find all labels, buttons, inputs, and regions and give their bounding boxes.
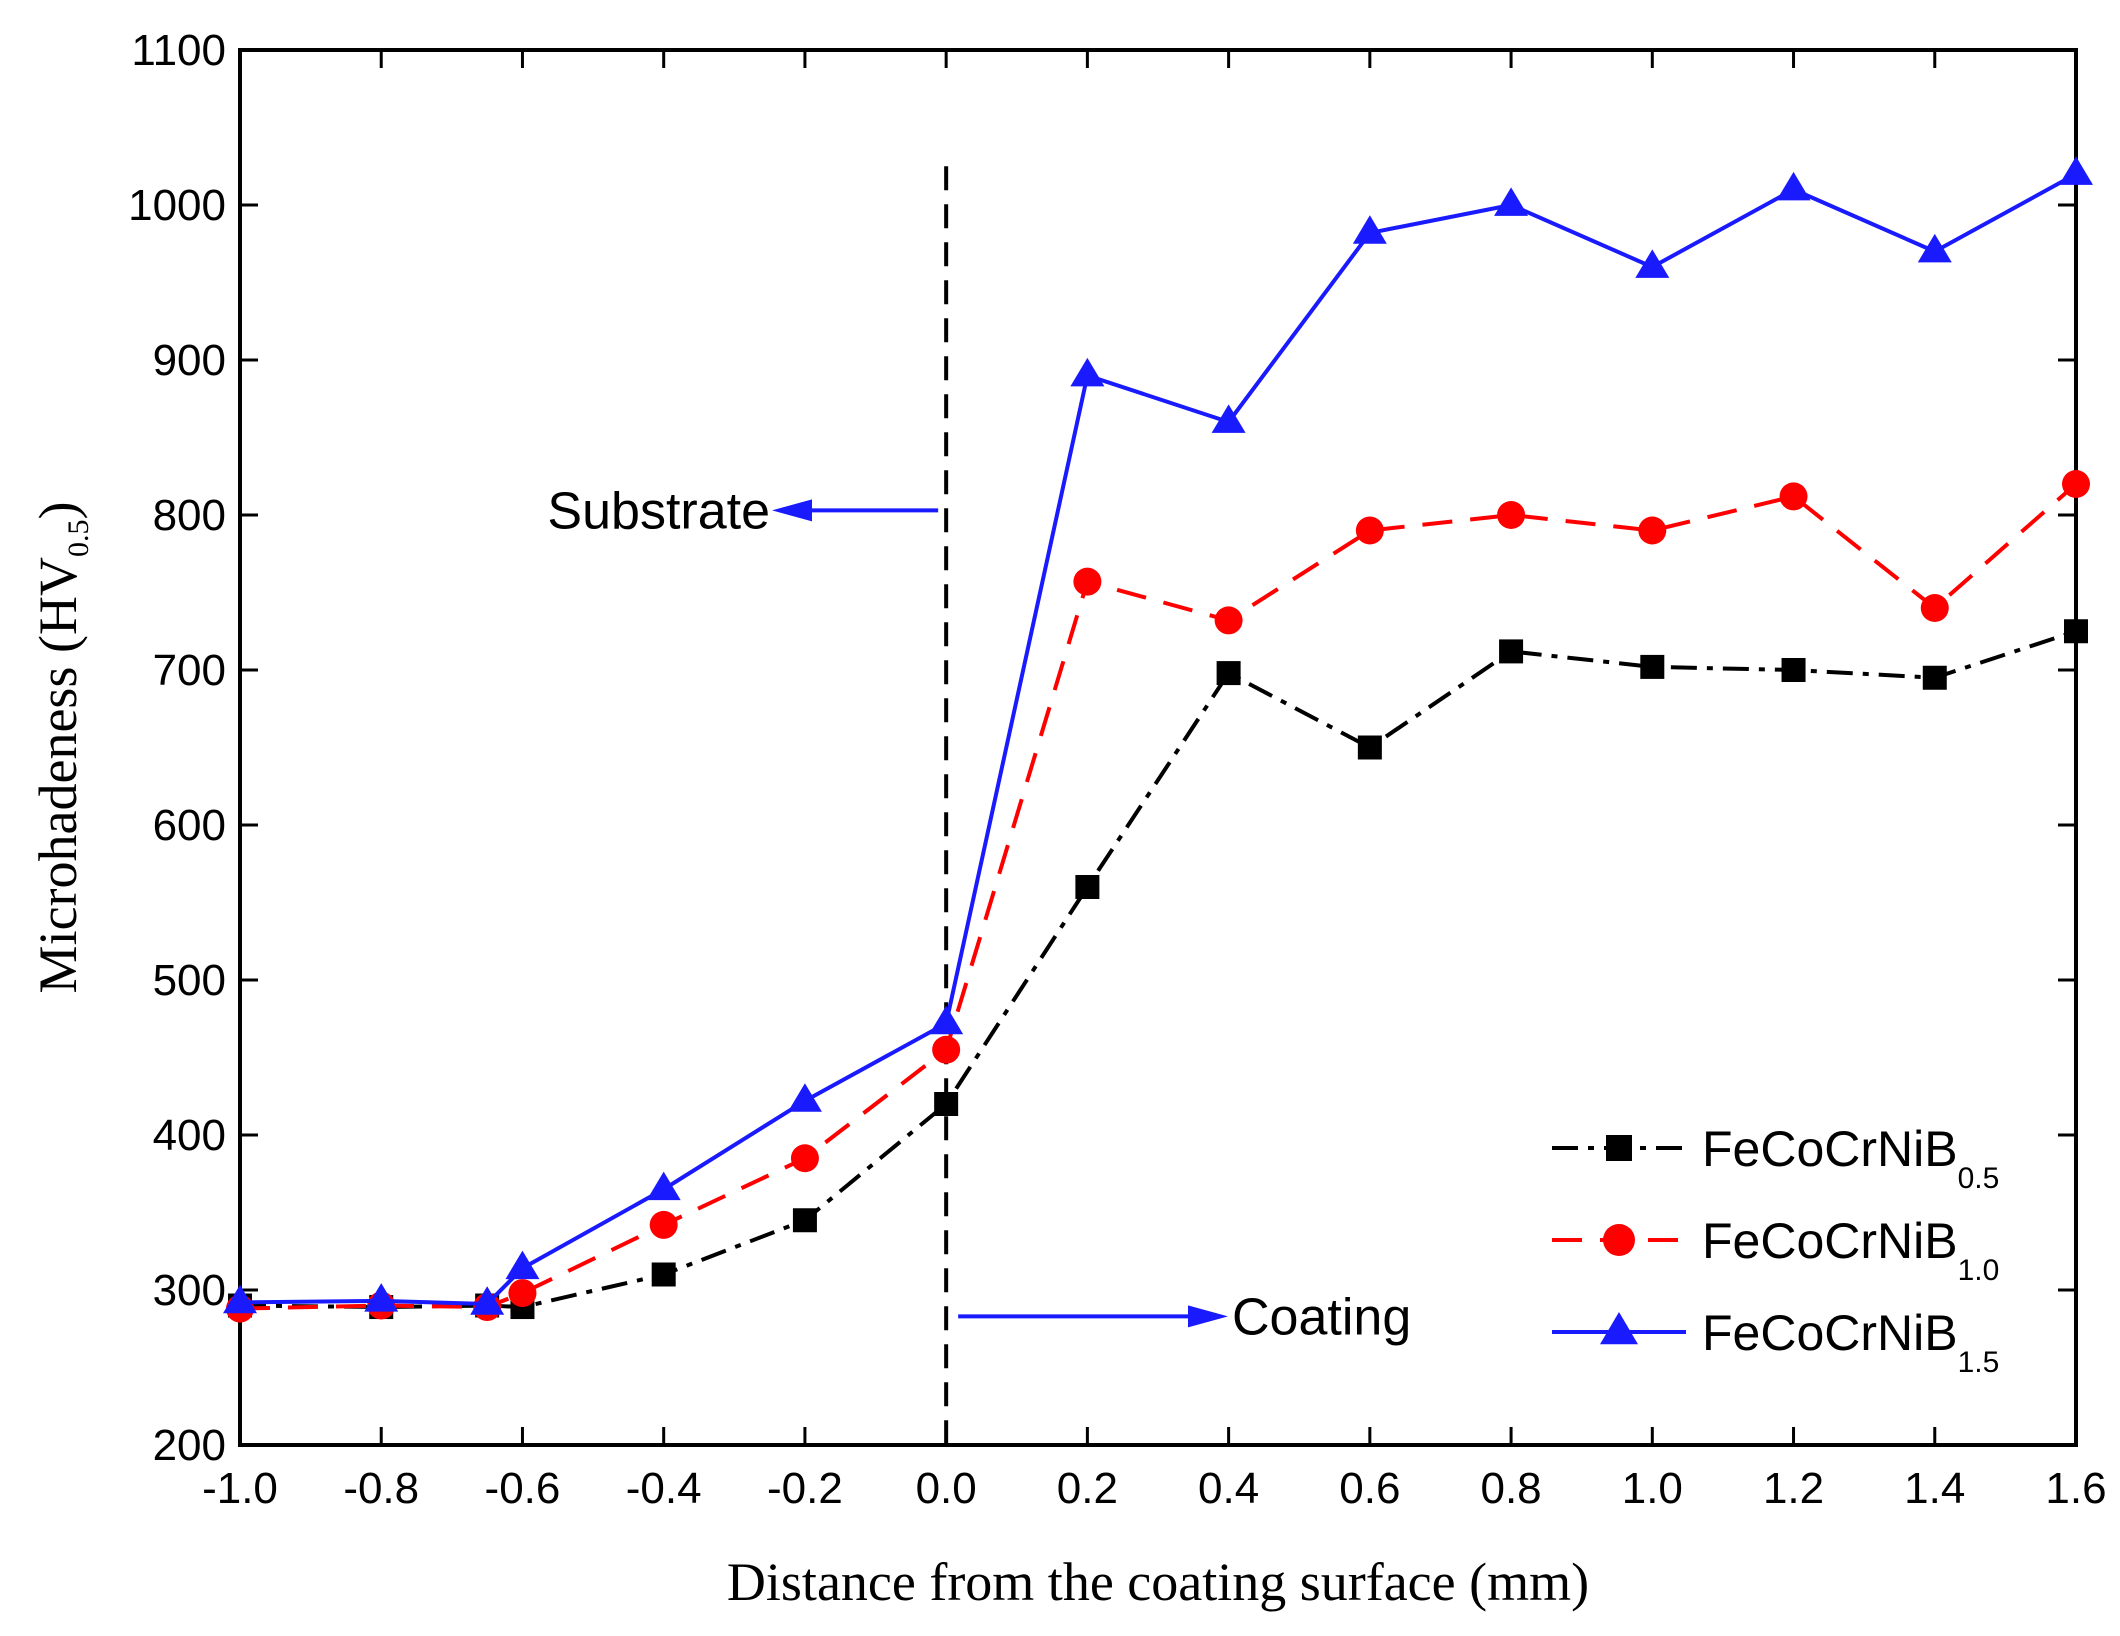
- legend-label-name: FeCoCrNiB: [1702, 1305, 1958, 1361]
- legend-marker-circle: [1603, 1224, 1635, 1256]
- data-point-square: [934, 1092, 959, 1116]
- data-point-square: [1781, 658, 1806, 682]
- series-layer: [223, 156, 2093, 1323]
- data-point-square: [2064, 619, 2088, 644]
- series-line: [239, 482, 2078, 1311]
- data-point-triangle: [787, 1083, 822, 1112]
- data-point-circle: [932, 1035, 961, 1064]
- data-point-circle: [790, 1144, 819, 1173]
- data-point-triangle: [1494, 187, 1529, 216]
- data-point-square: [792, 1208, 817, 1233]
- data-point-triangle: [646, 1171, 681, 1201]
- data-point-circle: [1638, 516, 1667, 545]
- legend-label: FeCoCrNiB1.5: [1702, 1305, 1999, 1379]
- data-point-circle: [1497, 501, 1526, 529]
- data-point-square: [1357, 735, 1382, 760]
- data-point-triangle: [1635, 249, 1670, 278]
- x-tick-label: 1.0: [1622, 1464, 1683, 1513]
- data-point-square: [651, 1262, 676, 1287]
- legend-entry: FeCoCrNiB0.5: [1552, 1121, 1999, 1195]
- data-point-triangle: [1352, 215, 1387, 244]
- legend-label: FeCoCrNiB0.5: [1702, 1121, 1999, 1195]
- y-axis-title-main: Microhadeness (HV: [28, 557, 88, 993]
- data-point-circle: [508, 1279, 537, 1308]
- x-tick-label: 0.2: [1057, 1464, 1118, 1513]
- y-tick-label: 500: [153, 956, 226, 1005]
- legend-label-name: FeCoCrNiB: [1702, 1213, 1958, 1269]
- legend-marker-triangle: [1600, 1311, 1638, 1345]
- annotations: Substrate Coating: [547, 166, 1411, 1445]
- data-point-square: [1216, 661, 1241, 686]
- substrate-arrow-head: [772, 499, 812, 522]
- y-tick-label: 600: [153, 801, 226, 850]
- y-tick-label: 300: [153, 1266, 226, 1315]
- y-tick-label: 800: [153, 491, 226, 540]
- data-point-circle: [1073, 567, 1102, 596]
- x-tick-label: -0.4: [626, 1464, 702, 1513]
- data-point-triangle: [1211, 404, 1246, 433]
- series-triangle: [223, 156, 2093, 1315]
- y-axis-title-sub: 0.5: [62, 520, 95, 558]
- x-tick-label: 0.0: [916, 1464, 977, 1513]
- coating-label: Coating: [1232, 1288, 1411, 1346]
- legend-entry: FeCoCrNiB1.5: [1552, 1305, 1999, 1379]
- y-tick-label: 1000: [128, 181, 226, 230]
- x-tick-label: 0.4: [1198, 1464, 1259, 1513]
- data-point-circle: [1355, 516, 1384, 545]
- x-tick-label: 1.2: [1763, 1464, 1824, 1513]
- y-tick-label: 400: [153, 1111, 226, 1160]
- data-point-triangle: [505, 1250, 540, 1280]
- coating-arrow-head: [1188, 1305, 1228, 1328]
- y-tick-label: 200: [153, 1421, 226, 1470]
- data-point-square: [1499, 639, 1524, 664]
- data-point-circle: [1779, 482, 1808, 511]
- axis-ticks: -1.0 -0.8 -0.6 -0.4 -0.2 0.0 0.2 0.4 0.6 0.8 1.0 1.…: [128, 26, 2106, 1513]
- data-point-triangle: [364, 1283, 399, 1312]
- x-tick-label: 0.8: [1480, 1464, 1541, 1513]
- legend-label-sub: 1.0: [1958, 1254, 2000, 1287]
- x-tick-label: -0.6: [485, 1464, 561, 1513]
- series-circle: [226, 470, 2090, 1323]
- data-point-triangle: [1070, 357, 1105, 387]
- y-tick-label: 900: [153, 336, 226, 385]
- data-point-triangle: [929, 1005, 964, 1035]
- data-point-square: [1075, 875, 1100, 899]
- data-point-triangle: [1917, 233, 1952, 263]
- x-tick-label: 0.6: [1339, 1464, 1400, 1513]
- data-point-square: [1922, 665, 1947, 690]
- x-axis-title: Distance from the coating surface (mm): [727, 1552, 1589, 1612]
- legend-label: FeCoCrNiB1.0: [1702, 1213, 1999, 1287]
- data-point-triangle: [2059, 156, 2093, 185]
- y-tick-label: 700: [153, 646, 226, 695]
- legend-entry: FeCoCrNiB1.0: [1552, 1213, 1999, 1287]
- y-tick-label: 1100: [131, 26, 226, 75]
- data-point-triangle: [223, 1284, 257, 1314]
- data-point-circle: [649, 1210, 678, 1239]
- data-point-triangle: [1776, 171, 1811, 201]
- y-axis-title-tail: ): [28, 502, 88, 520]
- x-tick-label: -1.0: [202, 1464, 278, 1513]
- series-line: [239, 629, 2077, 1310]
- legend-label-name: FeCoCrNiB: [1702, 1121, 1958, 1177]
- substrate-label: Substrate: [547, 482, 770, 540]
- legend-label-sub: 1.5: [1958, 1346, 2000, 1379]
- legend-label-sub: 0.5: [1958, 1162, 2000, 1195]
- data-point-circle: [1920, 594, 1949, 622]
- data-point-square: [1640, 654, 1665, 679]
- data-point-circle: [2062, 470, 2090, 498]
- x-tick-label: -0.2: [767, 1464, 843, 1513]
- legend-marker-square: [1606, 1135, 1632, 1161]
- x-tick-label: 1.6: [2045, 1464, 2106, 1513]
- y-axis-title: Microhadeness (HV0.5): [28, 502, 95, 994]
- x-tick-label: 1.4: [1904, 1464, 1965, 1513]
- x-tick-label: -0.8: [343, 1464, 419, 1513]
- plot-area-frame: [238, 48, 2078, 1447]
- data-point-circle: [1214, 606, 1243, 635]
- data-point-triangle: [470, 1286, 505, 1315]
